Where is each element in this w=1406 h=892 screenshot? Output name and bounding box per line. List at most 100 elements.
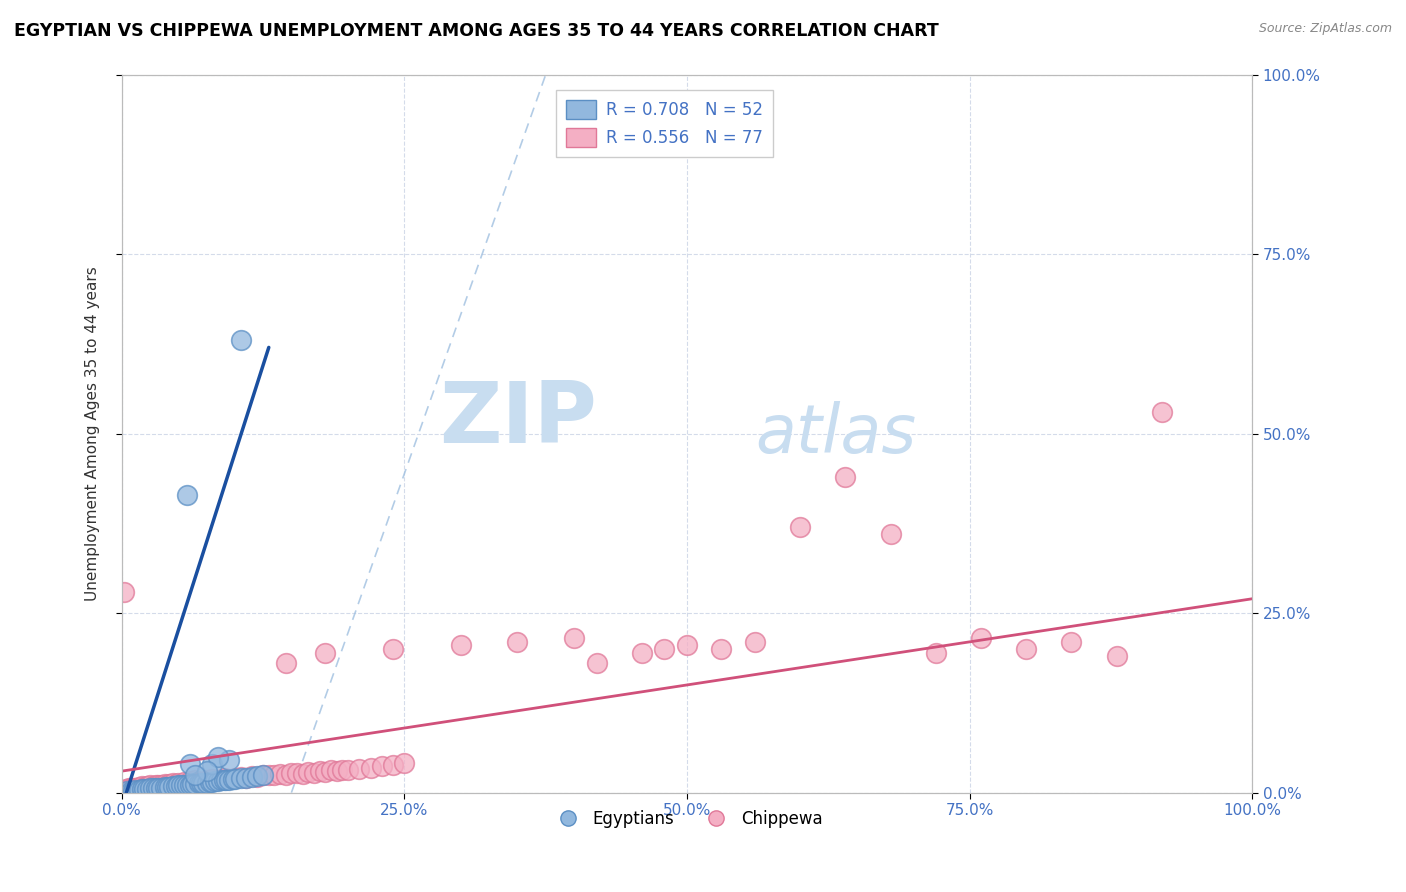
Point	[139, 779, 162, 793]
Point	[506, 635, 529, 649]
Point	[654, 642, 676, 657]
Point	[280, 766, 302, 780]
Point	[308, 764, 330, 778]
Point	[115, 782, 138, 797]
Point	[112, 584, 135, 599]
Point	[274, 657, 297, 671]
Point	[1150, 405, 1173, 419]
Y-axis label: Unemployment Among Ages 35 to 44 years: Unemployment Among Ages 35 to 44 years	[86, 266, 100, 601]
Point	[218, 772, 240, 787]
Point	[314, 646, 336, 660]
Point	[190, 775, 212, 789]
Point	[360, 760, 382, 774]
Point	[150, 780, 173, 795]
Point	[128, 782, 150, 797]
Point	[630, 646, 652, 660]
Point	[135, 779, 157, 793]
Point	[325, 764, 347, 778]
Point	[145, 781, 167, 796]
Text: atlas: atlas	[755, 401, 915, 467]
Point	[585, 657, 607, 671]
Point	[394, 756, 416, 771]
Point	[330, 763, 353, 777]
Point	[135, 782, 157, 797]
Point	[198, 775, 221, 789]
Point	[184, 767, 207, 781]
Point	[201, 756, 224, 771]
Point	[209, 773, 232, 788]
Point	[314, 764, 336, 779]
Point	[180, 777, 202, 791]
Point	[124, 782, 146, 797]
Point	[224, 772, 246, 786]
Point	[240, 770, 263, 784]
Point	[156, 780, 179, 794]
Point	[285, 765, 308, 780]
Point	[221, 772, 243, 786]
Point	[246, 769, 269, 783]
Point	[184, 777, 207, 791]
Point	[173, 775, 195, 789]
Point	[165, 779, 187, 793]
Point	[117, 784, 139, 798]
Point	[229, 770, 252, 784]
Point	[204, 774, 226, 789]
Point	[207, 773, 229, 788]
Point	[117, 781, 139, 796]
Point	[229, 772, 252, 786]
Point	[371, 759, 394, 773]
Point	[146, 780, 169, 795]
Point	[212, 773, 235, 788]
Point	[834, 469, 856, 483]
Point	[744, 635, 766, 649]
Point	[195, 764, 218, 778]
Point	[347, 762, 370, 776]
Point	[184, 773, 207, 788]
Point	[142, 779, 165, 793]
Text: Source: ZipAtlas.com: Source: ZipAtlas.com	[1258, 22, 1392, 36]
Point	[162, 779, 184, 793]
Point	[235, 771, 257, 785]
Point	[218, 772, 240, 786]
Point	[201, 772, 224, 786]
Point	[879, 527, 901, 541]
Point	[167, 779, 190, 793]
Point	[257, 767, 280, 781]
Point	[153, 780, 176, 794]
Point	[120, 783, 142, 797]
Point	[190, 776, 212, 790]
Point	[193, 775, 215, 789]
Point	[1105, 649, 1128, 664]
Point	[252, 768, 274, 782]
Point	[157, 780, 180, 794]
Point	[207, 749, 229, 764]
Point	[229, 333, 252, 347]
Point	[169, 779, 191, 793]
Point	[122, 783, 145, 797]
Point	[1015, 642, 1038, 657]
Point	[134, 780, 156, 794]
Point	[139, 781, 162, 796]
Point	[142, 781, 165, 796]
Point	[176, 488, 198, 502]
Point	[269, 767, 291, 781]
Point	[120, 780, 142, 795]
Text: EGYPTIAN VS CHIPPEWA UNEMPLOYMENT AMONG AGES 35 TO 44 YEARS CORRELATION CHART: EGYPTIAN VS CHIPPEWA UNEMPLOYMENT AMONG …	[14, 22, 939, 40]
Point	[162, 776, 184, 790]
Point	[297, 764, 319, 779]
Point	[145, 779, 167, 793]
Point	[179, 774, 201, 789]
Point	[215, 772, 238, 787]
Point	[789, 520, 811, 534]
Point	[201, 775, 224, 789]
Point	[336, 764, 359, 778]
Point	[173, 779, 195, 793]
Point	[134, 782, 156, 797]
Point	[218, 753, 240, 767]
Point	[165, 777, 187, 791]
Point	[263, 768, 285, 782]
Point	[195, 772, 218, 787]
Point	[131, 782, 153, 797]
Point	[925, 646, 948, 660]
Point	[676, 639, 699, 653]
